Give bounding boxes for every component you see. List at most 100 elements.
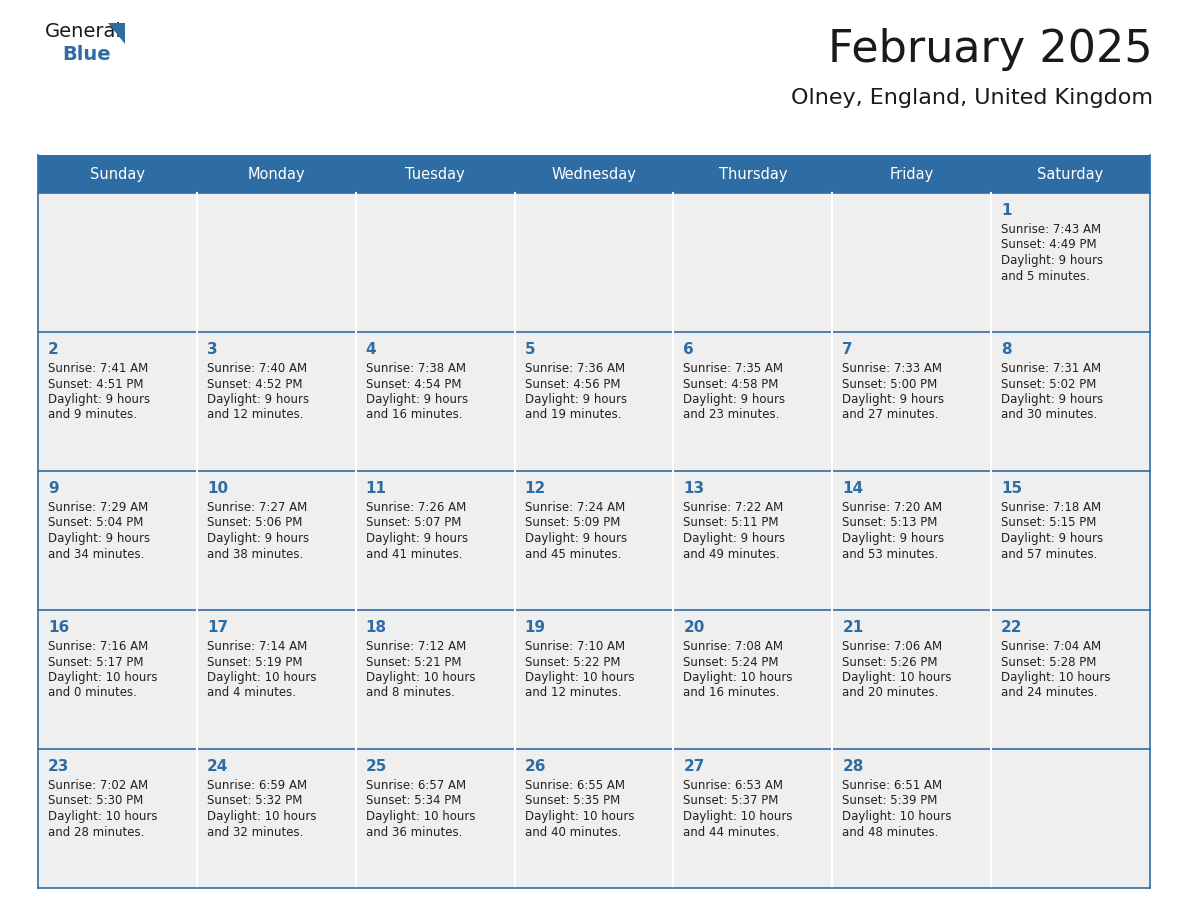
Text: 12: 12 [525, 481, 545, 496]
Text: 5: 5 [525, 342, 536, 357]
Text: and 12 minutes.: and 12 minutes. [207, 409, 303, 421]
Text: 24: 24 [207, 759, 228, 774]
Text: and 34 minutes.: and 34 minutes. [48, 547, 145, 561]
Text: Tuesday: Tuesday [405, 166, 465, 182]
Text: Sunset: 5:07 PM: Sunset: 5:07 PM [366, 517, 461, 530]
Text: Sunset: 5:24 PM: Sunset: 5:24 PM [683, 655, 779, 668]
Text: Sunrise: 7:27 AM: Sunrise: 7:27 AM [207, 501, 308, 514]
Text: Sunset: 5:02 PM: Sunset: 5:02 PM [1001, 377, 1097, 390]
Text: Daylight: 10 hours: Daylight: 10 hours [366, 810, 475, 823]
Text: and 19 minutes.: and 19 minutes. [525, 409, 621, 421]
Text: 10: 10 [207, 481, 228, 496]
Text: Sunset: 5:37 PM: Sunset: 5:37 PM [683, 794, 779, 808]
Text: Sunset: 5:06 PM: Sunset: 5:06 PM [207, 517, 302, 530]
Text: and 48 minutes.: and 48 minutes. [842, 825, 939, 838]
Text: Sunrise: 7:20 AM: Sunrise: 7:20 AM [842, 501, 942, 514]
Text: 28: 28 [842, 759, 864, 774]
Text: and 24 minutes.: and 24 minutes. [1001, 687, 1098, 700]
Text: General: General [45, 22, 122, 41]
Text: Sunset: 4:51 PM: Sunset: 4:51 PM [48, 377, 144, 390]
Text: Sunset: 5:22 PM: Sunset: 5:22 PM [525, 655, 620, 668]
Text: and 49 minutes.: and 49 minutes. [683, 547, 781, 561]
Text: Sunset: 5:35 PM: Sunset: 5:35 PM [525, 794, 620, 808]
Text: Daylight: 9 hours: Daylight: 9 hours [683, 532, 785, 545]
Text: Daylight: 9 hours: Daylight: 9 hours [842, 393, 944, 406]
Text: 25: 25 [366, 759, 387, 774]
Text: and 27 minutes.: and 27 minutes. [842, 409, 939, 421]
Text: 17: 17 [207, 620, 228, 635]
Text: Sunset: 5:17 PM: Sunset: 5:17 PM [48, 655, 144, 668]
Bar [38, 610, 1150, 749]
Text: 21: 21 [842, 620, 864, 635]
Text: 13: 13 [683, 481, 704, 496]
Text: Sunrise: 7:02 AM: Sunrise: 7:02 AM [48, 779, 148, 792]
Text: Sunrise: 7:35 AM: Sunrise: 7:35 AM [683, 362, 783, 375]
Text: Sunrise: 6:59 AM: Sunrise: 6:59 AM [207, 779, 307, 792]
Text: 26: 26 [525, 759, 546, 774]
Text: Sunrise: 7:22 AM: Sunrise: 7:22 AM [683, 501, 784, 514]
Text: 1: 1 [1001, 203, 1012, 218]
Text: and 57 minutes.: and 57 minutes. [1001, 547, 1098, 561]
Text: Daylight: 9 hours: Daylight: 9 hours [48, 532, 150, 545]
Text: Daylight: 9 hours: Daylight: 9 hours [842, 532, 944, 545]
Text: Daylight: 10 hours: Daylight: 10 hours [683, 671, 792, 684]
Text: Daylight: 10 hours: Daylight: 10 hours [683, 810, 792, 823]
Text: Thursday: Thursday [719, 166, 788, 182]
Text: Daylight: 10 hours: Daylight: 10 hours [207, 671, 316, 684]
Text: and 8 minutes.: and 8 minutes. [366, 687, 455, 700]
Bar [38, 332, 1150, 471]
Text: Sunrise: 7:14 AM: Sunrise: 7:14 AM [207, 640, 308, 653]
Text: Sunset: 5:09 PM: Sunset: 5:09 PM [525, 517, 620, 530]
Text: 9: 9 [48, 481, 58, 496]
Text: and 32 minutes.: and 32 minutes. [207, 825, 303, 838]
Text: Daylight: 9 hours: Daylight: 9 hours [366, 532, 468, 545]
Text: Daylight: 9 hours: Daylight: 9 hours [683, 393, 785, 406]
Text: Sunset: 5:00 PM: Sunset: 5:00 PM [842, 377, 937, 390]
Text: Daylight: 10 hours: Daylight: 10 hours [525, 671, 634, 684]
Text: Sunrise: 7:43 AM: Sunrise: 7:43 AM [1001, 223, 1101, 236]
Text: Daylight: 9 hours: Daylight: 9 hours [525, 532, 627, 545]
Text: 6: 6 [683, 342, 694, 357]
Text: Sunset: 5:11 PM: Sunset: 5:11 PM [683, 517, 779, 530]
Text: and 0 minutes.: and 0 minutes. [48, 687, 137, 700]
Text: 23: 23 [48, 759, 69, 774]
Text: and 36 minutes.: and 36 minutes. [366, 825, 462, 838]
Text: Daylight: 9 hours: Daylight: 9 hours [525, 393, 627, 406]
Text: Sunrise: 7:16 AM: Sunrise: 7:16 AM [48, 640, 148, 653]
Bar [38, 155, 1150, 193]
Text: Daylight: 10 hours: Daylight: 10 hours [842, 671, 952, 684]
Text: and 16 minutes.: and 16 minutes. [366, 409, 462, 421]
Text: and 5 minutes.: and 5 minutes. [1001, 270, 1091, 283]
Text: Daylight: 9 hours: Daylight: 9 hours [366, 393, 468, 406]
Text: 16: 16 [48, 620, 69, 635]
Text: Sunrise: 7:10 AM: Sunrise: 7:10 AM [525, 640, 625, 653]
Text: Daylight: 9 hours: Daylight: 9 hours [1001, 254, 1104, 267]
Text: Sunrise: 7:06 AM: Sunrise: 7:06 AM [842, 640, 942, 653]
Text: Sunrise: 6:53 AM: Sunrise: 6:53 AM [683, 779, 783, 792]
Text: Sunset: 5:28 PM: Sunset: 5:28 PM [1001, 655, 1097, 668]
Text: 8: 8 [1001, 342, 1012, 357]
Text: Daylight: 10 hours: Daylight: 10 hours [525, 810, 634, 823]
Text: and 53 minutes.: and 53 minutes. [842, 547, 939, 561]
Text: Sunrise: 6:55 AM: Sunrise: 6:55 AM [525, 779, 625, 792]
Bar [38, 749, 1150, 888]
Text: Monday: Monday [247, 166, 305, 182]
Text: 15: 15 [1001, 481, 1022, 496]
Text: Sunrise: 7:41 AM: Sunrise: 7:41 AM [48, 362, 148, 375]
Text: Daylight: 9 hours: Daylight: 9 hours [1001, 532, 1104, 545]
Text: Sunrise: 7:40 AM: Sunrise: 7:40 AM [207, 362, 307, 375]
Text: 14: 14 [842, 481, 864, 496]
Text: Sunrise: 7:12 AM: Sunrise: 7:12 AM [366, 640, 466, 653]
Text: Sunrise: 7:26 AM: Sunrise: 7:26 AM [366, 501, 466, 514]
Text: 3: 3 [207, 342, 217, 357]
Text: Daylight: 9 hours: Daylight: 9 hours [207, 532, 309, 545]
Text: 19: 19 [525, 620, 545, 635]
Text: Friday: Friday [890, 166, 934, 182]
Bar [38, 193, 1150, 332]
Text: Sunset: 5:26 PM: Sunset: 5:26 PM [842, 655, 937, 668]
Text: Sunrise: 7:38 AM: Sunrise: 7:38 AM [366, 362, 466, 375]
Text: and 16 minutes.: and 16 minutes. [683, 687, 781, 700]
Text: Sunrise: 7:18 AM: Sunrise: 7:18 AM [1001, 501, 1101, 514]
Text: Sunrise: 7:33 AM: Sunrise: 7:33 AM [842, 362, 942, 375]
Text: Sunset: 5:39 PM: Sunset: 5:39 PM [842, 794, 937, 808]
